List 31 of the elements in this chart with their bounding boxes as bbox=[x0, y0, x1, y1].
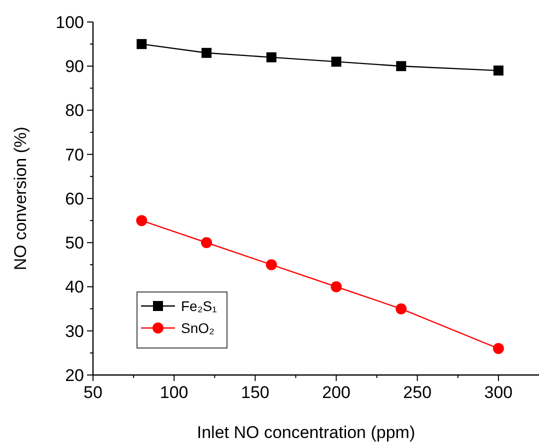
x-tick-label: 50 bbox=[84, 383, 102, 402]
point bbox=[136, 215, 148, 226]
x-tick-label: 150 bbox=[240, 383, 270, 402]
point bbox=[493, 66, 504, 76]
point bbox=[202, 48, 212, 58]
y-tick-label: 20 bbox=[65, 366, 84, 385]
point bbox=[396, 61, 406, 72]
y-tick-label: 60 bbox=[65, 189, 84, 208]
point bbox=[266, 52, 276, 62]
x-tick-label: 250 bbox=[403, 383, 432, 402]
y-tick-label: 70 bbox=[65, 145, 84, 164]
legend-label: SnO₂ bbox=[181, 320, 214, 336]
point bbox=[492, 343, 504, 354]
y-tick-label: 40 bbox=[65, 278, 84, 297]
x-tick-label: 100 bbox=[160, 383, 188, 402]
point bbox=[396, 303, 407, 314]
y-tick-label: 80 bbox=[65, 101, 84, 120]
x-tick-label: 300 bbox=[484, 383, 513, 402]
point bbox=[266, 259, 277, 270]
point bbox=[136, 39, 147, 50]
y-axis-title: NO conversion (%) bbox=[11, 126, 30, 270]
point bbox=[201, 237, 212, 248]
legend-label: Fe₂S₁ bbox=[181, 298, 218, 314]
x-tick-label: 200 bbox=[322, 383, 350, 402]
y-tick-label: 50 bbox=[65, 234, 84, 253]
y-tick-label: 100 bbox=[56, 12, 84, 32]
x-axis-title: Inlet NO concentration (ppm) bbox=[196, 423, 416, 442]
y-tick-label: 90 bbox=[65, 57, 84, 76]
y-tick-label: 30 bbox=[65, 322, 84, 341]
point bbox=[331, 56, 342, 67]
point bbox=[330, 281, 342, 292]
